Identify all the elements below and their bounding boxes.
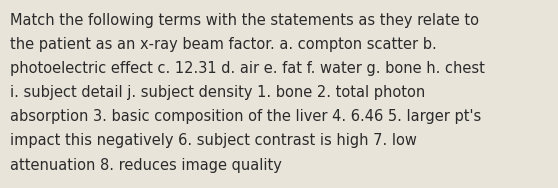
Text: the patient as an x-ray beam factor. a. compton scatter b.: the patient as an x-ray beam factor. a. … xyxy=(10,37,437,52)
Text: impact this negatively 6. subject contrast is high 7. low: impact this negatively 6. subject contra… xyxy=(10,133,417,149)
Text: Match the following terms with the statements as they relate to: Match the following terms with the state… xyxy=(10,13,479,28)
Text: attenuation 8. reduces image quality: attenuation 8. reduces image quality xyxy=(10,158,282,173)
Text: photoelectric effect c. 12.31 d. air e. fat f. water g. bone h. chest: photoelectric effect c. 12.31 d. air e. … xyxy=(10,61,485,76)
Text: i. subject detail j. subject density 1. bone 2. total photon: i. subject detail j. subject density 1. … xyxy=(10,85,425,100)
Text: absorption 3. basic composition of the liver 4. 6.46 5. larger pt's: absorption 3. basic composition of the l… xyxy=(10,109,482,124)
